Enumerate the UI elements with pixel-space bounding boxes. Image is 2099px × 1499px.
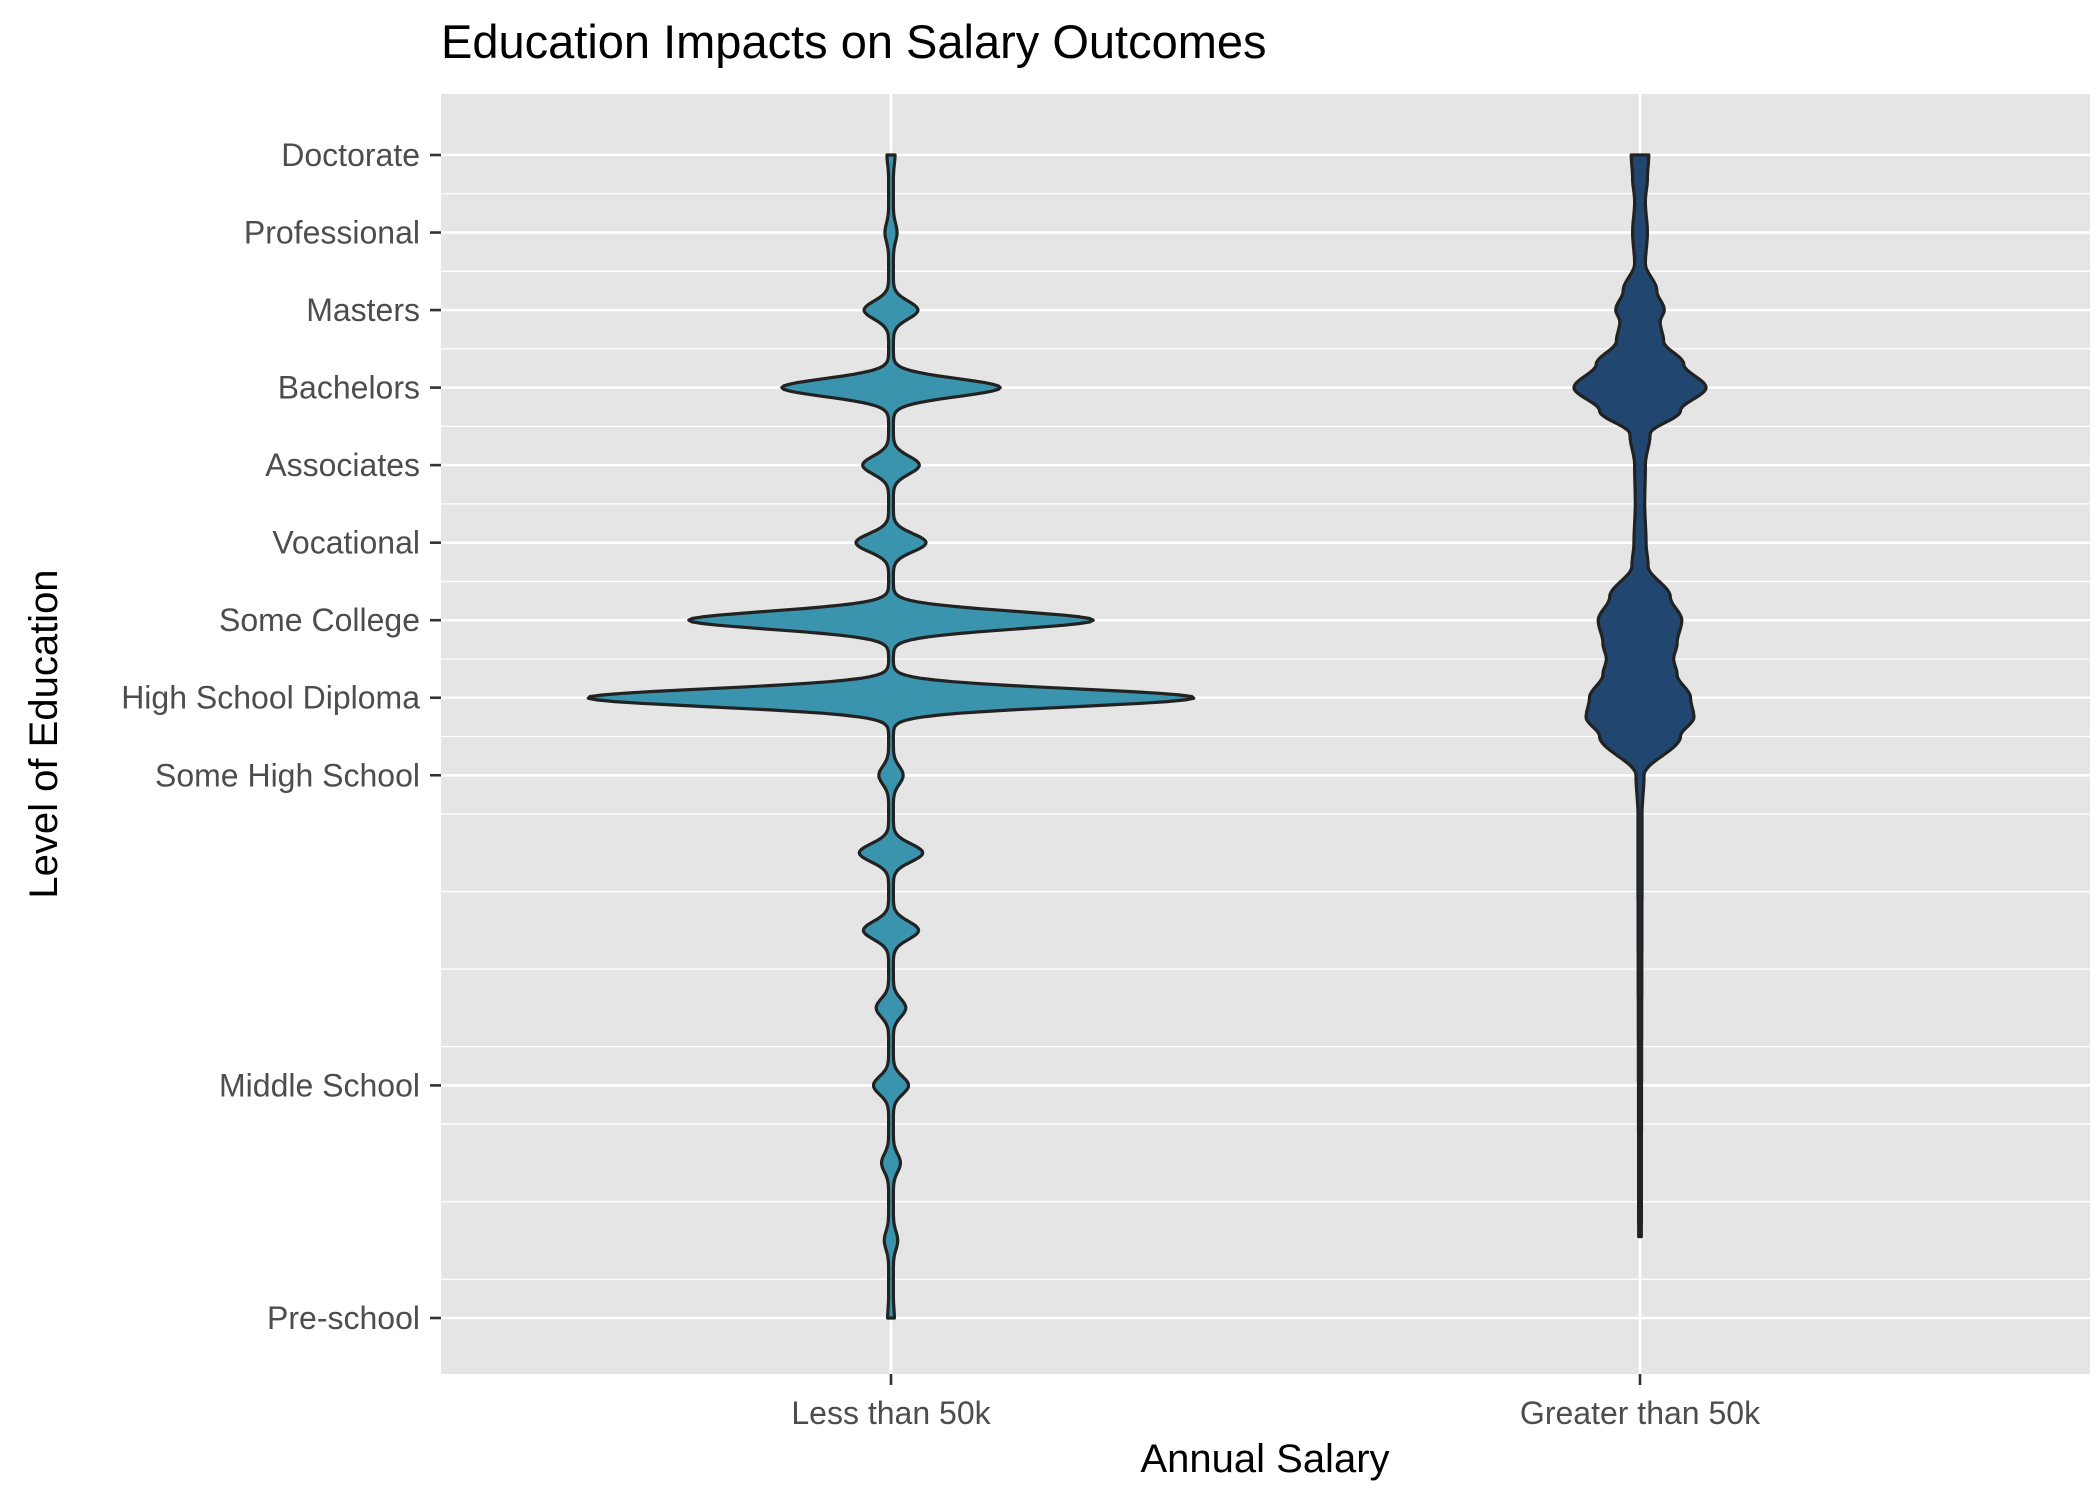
x-axis-title: Annual Salary xyxy=(1140,1437,1389,1481)
y-axis-ticks: Pre-school Middle School Some High School H… xyxy=(121,137,441,1336)
y-tick-label: Masters xyxy=(306,292,420,328)
x-axis-ticks: Less than 50k Greater than 50k xyxy=(791,1374,1761,1431)
y-tick-label: Professional xyxy=(244,215,420,251)
y-axis-title: Level of Education xyxy=(22,569,66,898)
plot-panel xyxy=(441,94,2090,1374)
y-tick-label: Some High School xyxy=(155,757,420,793)
x-tick-label: Greater than 50k xyxy=(1520,1395,1761,1431)
y-tick-label: Doctorate xyxy=(281,137,420,173)
y-tick-label: Some College xyxy=(219,602,420,638)
y-tick-label: High School Diploma xyxy=(121,680,420,716)
violins xyxy=(586,153,1708,1320)
y-tick-label: Middle School xyxy=(219,1067,420,1103)
violin-greater-than-50k xyxy=(1572,153,1708,1239)
y-tick-label: Pre-school xyxy=(267,1300,420,1336)
violin-less-than-50k xyxy=(586,153,1196,1320)
y-tick-label: Associates xyxy=(265,447,420,483)
x-tick-label: Less than 50k xyxy=(791,1395,991,1431)
y-tick-label: Vocational xyxy=(272,525,420,561)
minor-gridlines xyxy=(441,193,2090,1280)
chart-title: Education Impacts on Salary Outcomes xyxy=(441,15,1267,68)
y-tick-label: Bachelors xyxy=(278,370,420,406)
